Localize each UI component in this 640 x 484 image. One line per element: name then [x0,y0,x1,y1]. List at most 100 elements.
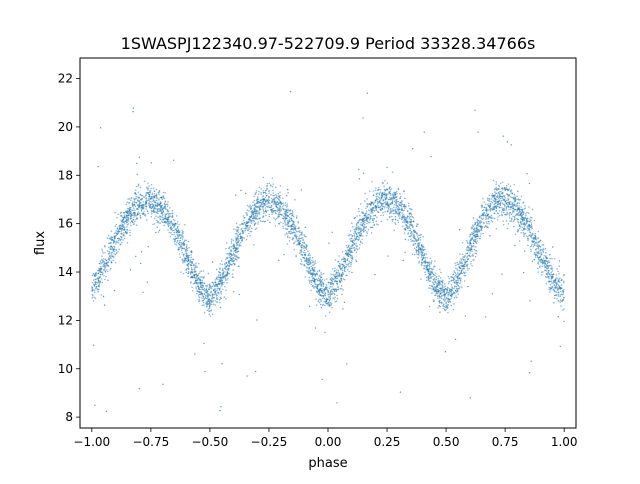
data-point [400,205,402,207]
data-point [351,257,354,259]
data-point [350,263,352,266]
data-point [438,284,441,286]
data-point [516,198,519,201]
data-point [423,254,426,257]
data-point [235,241,238,244]
data-point [300,258,302,261]
data-point [164,192,166,194]
data-point [333,280,336,283]
data-point [178,247,181,249]
data-point [447,311,449,314]
data-point [329,278,331,281]
data-point [341,293,343,296]
data-point [449,298,451,301]
data-point [243,227,246,230]
data-point [551,276,553,278]
data-point [109,245,112,248]
data-point [385,196,387,199]
data-point [335,282,338,285]
data-point [421,259,424,261]
data-point [354,239,357,241]
data-point [348,270,351,273]
data-point [456,261,458,264]
data-point [401,225,404,227]
data-point [529,231,531,234]
data-point [562,293,565,295]
data-point [206,292,208,294]
data-point [503,204,506,207]
data-point [450,292,453,294]
data-point [208,288,210,290]
data-point [226,253,228,255]
data-point [403,213,405,215]
data-point [410,240,413,242]
data-point [486,197,489,199]
data-point [233,255,236,258]
data-point [405,229,407,231]
data-point [452,308,454,311]
data-point [253,203,256,205]
data-point [113,235,115,237]
data-point [448,291,450,294]
data-point [179,245,181,247]
data-point [167,220,169,222]
data-point [532,240,535,242]
data-point [309,271,311,274]
data-point [432,300,435,303]
data-point [537,248,540,250]
data-point [220,282,222,284]
data-point [520,232,522,234]
data-point [384,203,387,205]
data-point [102,261,105,263]
data-point [248,217,251,220]
data-point [461,286,463,288]
data-point [245,221,248,223]
data-point [378,192,381,194]
data-point [388,212,391,215]
data-point [511,192,514,194]
data-point [195,281,197,283]
data-point [215,268,218,271]
data-point [511,212,514,214]
data-point [459,282,461,285]
data-point [429,270,431,273]
data-point [246,214,248,216]
data-point [359,230,362,233]
data-point [460,259,463,261]
data-point [457,288,460,290]
data-point [146,210,149,212]
data-point [318,293,320,296]
data-point [466,256,468,259]
data-point [560,305,562,307]
data-point [486,199,489,201]
data-point [216,301,218,303]
data-point [236,256,239,258]
data-point [202,299,205,302]
data-point [229,252,231,254]
data-point [507,198,510,201]
data-point [360,232,363,235]
data-point [181,229,183,232]
data-point [405,220,408,223]
data-point [465,261,467,263]
data-point [117,213,120,216]
data-point [479,223,481,225]
data-point [222,271,224,274]
data-point [478,225,481,227]
data-point [545,269,548,272]
data-point [469,252,471,254]
data-point [434,280,436,283]
data-point [458,273,460,275]
data-point [442,307,444,310]
data-point [455,286,458,288]
data-point [518,209,520,211]
data-point [456,268,458,270]
data-point [365,234,368,237]
data-point [233,259,236,262]
data-point [284,212,286,215]
data-point [263,221,266,223]
data-point [307,261,309,264]
data-point [339,287,342,290]
data-point [316,285,319,287]
data-point [313,268,315,270]
